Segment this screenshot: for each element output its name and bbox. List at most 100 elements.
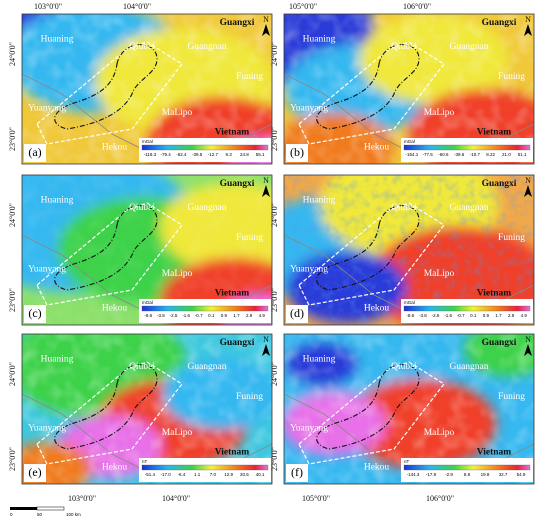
- scale-bar-label: 100 km: [66, 512, 81, 517]
- colorbar: [141, 144, 269, 151]
- scale-bar-label: 50: [37, 512, 43, 517]
- place-name: Qiubei: [129, 203, 155, 213]
- colorbar: [141, 464, 269, 471]
- north-arrow: N: [263, 335, 269, 344]
- colorbar-tick-label: 55.1: [256, 152, 265, 157]
- lon-label-bottom: 104°0'0": [162, 494, 190, 503]
- place-name: Guangnan: [187, 42, 226, 52]
- study-area: [298, 202, 445, 306]
- colorbar-unit: mGal: [404, 300, 415, 305]
- colorbar-tick-label: -17.0: [160, 472, 171, 477]
- lat-label: 23°0'0": [8, 288, 17, 312]
- place-name: Vietnam: [477, 289, 512, 299]
- lat-label: 23°0'0": [8, 127, 17, 151]
- lon-label-bottom: 103°0'0": [68, 494, 96, 503]
- colorbar-tick-label: 8.22: [486, 152, 495, 157]
- colorbar-tick-label: 24.8: [240, 152, 249, 157]
- place-name: Guangnan: [449, 42, 488, 52]
- place-name: Yuanyang: [290, 104, 328, 114]
- place-name: Yuanyang: [28, 104, 66, 114]
- map-panel: Huaning Qiubei Guangxi Guangnan Funing Yuanya…: [21, 13, 273, 165]
- colorbar-tick-label: -1.6: [182, 313, 190, 318]
- place-name: Qiubei: [391, 42, 417, 52]
- place-name: MaLipo: [162, 269, 193, 279]
- colorbar-tick-label: 4.9: [259, 313, 266, 318]
- lon-label-top: 103°0'0": [34, 2, 62, 11]
- colorbar-tick-label: 0.1: [470, 313, 477, 318]
- place-name: Guangxi: [220, 338, 255, 348]
- colorbar-unit: nT: [142, 459, 148, 464]
- lat-label: 24°0'0": [8, 42, 17, 66]
- lat-label: 23°0'0": [8, 447, 17, 471]
- north-arrow: N: [525, 15, 531, 24]
- scale-bar-label: 0: [10, 512, 13, 517]
- colorbar-tick-label: -10.7: [470, 152, 481, 157]
- qiubei-outline: [316, 364, 420, 450]
- panel-frame: [283, 13, 535, 165]
- scale-bar-white: [36, 506, 65, 511]
- lat-label: 24°0'0": [270, 42, 279, 66]
- north-arrow: N: [263, 176, 269, 185]
- colorbar-tick-label: 32.7: [499, 472, 508, 477]
- study-area: [298, 361, 445, 465]
- label-box: [286, 144, 308, 162]
- colorbar-tick-label: 4.9: [521, 313, 528, 318]
- colorbar-tick-label: -1.6: [444, 313, 452, 318]
- study-area: [36, 202, 183, 306]
- place-name: Huaning: [41, 35, 74, 45]
- label-box: [24, 144, 46, 162]
- place-name: Hekou: [102, 304, 128, 314]
- colorbar-tick-label: 0.9: [221, 313, 228, 318]
- place-name: Vietnam: [477, 448, 512, 458]
- lon-label-bottom: 106°0'0": [426, 494, 454, 503]
- north-arrow-shape: [262, 185, 270, 197]
- lat-label: 23°0'0": [270, 288, 279, 312]
- lat-label: 23°0'0": [270, 127, 279, 151]
- colorbar-tick-label: -2.5: [170, 313, 178, 318]
- place-name: Guangnan: [187, 362, 226, 372]
- place-name: Funing: [498, 72, 525, 82]
- place-name: Vietnam: [477, 128, 512, 138]
- colorbar: [141, 305, 269, 312]
- lat-label: 24°0'0": [270, 203, 279, 227]
- colorbar-unit: mGal: [404, 139, 415, 144]
- scale-bar: 0 50 100 km: [10, 506, 81, 517]
- place-name: Guangnan: [449, 362, 488, 372]
- colorbar-tick-label: -3.8: [157, 313, 165, 318]
- colorbar-tick-label: -3.8: [419, 313, 427, 318]
- north-arrow: N: [525, 335, 531, 344]
- colorbar-tick-label: 9.3: [225, 152, 232, 157]
- lon-label-bottom: 105°0'0": [302, 494, 330, 503]
- map-image: [22, 175, 272, 325]
- colorbar-unit: mGal: [142, 300, 153, 305]
- scale-bar-black: [10, 507, 37, 510]
- colorbar-tick-label: 7.0: [210, 472, 217, 477]
- panel-frame: [283, 333, 535, 485]
- place-name: Qiubei: [129, 42, 155, 52]
- north-arrow-shape: [524, 185, 532, 197]
- qiubei-outline: [316, 44, 420, 130]
- study-area: [36, 41, 183, 145]
- place-name: Guangxi: [482, 179, 517, 189]
- colorbar-tick-label: -39.5: [192, 152, 203, 157]
- place-name: Funing: [236, 392, 263, 402]
- lat-label: 24°0'0": [270, 362, 279, 386]
- colorbar-unit: mGal: [142, 139, 153, 144]
- map-panel: Huaning Qiubei Guangxi Guangnan Funing Yuanya…: [283, 13, 535, 165]
- place-name: Vietnam: [215, 448, 250, 458]
- map-panel: Huaning Qiubei Guangxi Guangnan Funing Yuanya…: [21, 174, 273, 326]
- colorbar-tick-label: -8.6: [144, 313, 152, 318]
- place-name: MaLipo: [424, 269, 455, 279]
- place-name: Huaning: [41, 355, 74, 365]
- place-name: Guangxi: [482, 338, 517, 348]
- place-name: Guangxi: [482, 18, 517, 28]
- map-image: [284, 334, 534, 484]
- place-name: Qiubei: [129, 362, 155, 372]
- colorbar-unit: nT: [404, 459, 410, 464]
- colorbar-tick-label: 1.7: [495, 313, 502, 318]
- label-box: [24, 464, 46, 482]
- place-name: Hekou: [364, 304, 390, 314]
- colorbar-tick-label: -51.4: [145, 472, 156, 477]
- colorbar-tick-label: -144.3: [407, 472, 420, 477]
